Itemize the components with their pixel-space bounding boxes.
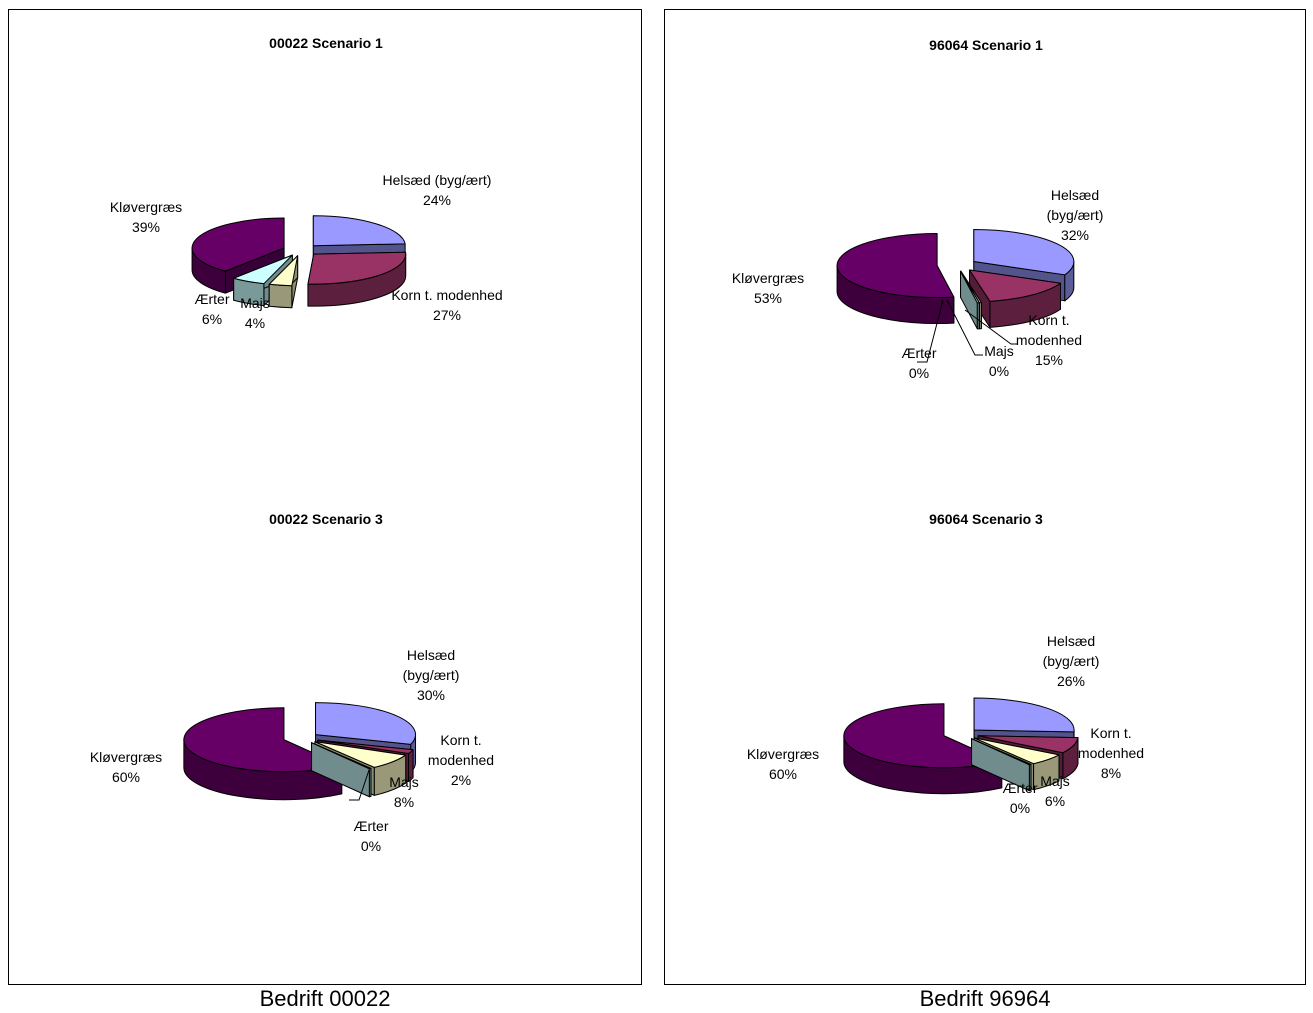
- pie-charts-svg-00022: 00022 Scenario 1 Helsæd (byg/ært) 24% Korn …: [90, 35, 503, 854]
- slice-label-majs: Majs 4%: [240, 295, 270, 331]
- slice-label-hels-d-byg-rt: Helsæd (byg/ært) 26%: [1043, 633, 1100, 689]
- pie-chart-00022-scenario-1: 00022 Scenario 1 Helsæd (byg/ært) 24% Korn …: [110, 35, 503, 331]
- slice-label-korn-t-modenhed: Korn t. modenhed 15%: [1016, 312, 1082, 368]
- slice-korn-t-modenhed: [968, 269, 1061, 328]
- slice-label-rter: Ærter 0%: [354, 818, 389, 854]
- slice-label-hels-d-byg-rt: Helsæd (byg/ært) 24%: [383, 172, 492, 208]
- pie-chart-96064-scenario-1: 96064 Scenario 1 Helsæd (byg/ært) 32% Korn t…: [732, 37, 1104, 381]
- chart-title: 00022 Scenario 3: [269, 511, 383, 527]
- leader-lines: [917, 299, 1017, 363]
- slice-label-korn-t-modenhed: Korn t. modenhed 2%: [428, 732, 494, 788]
- slice-label-kl-vergr-s: Kløvergræs 53%: [732, 270, 804, 306]
- slice-label-rter: Ærter 0%: [902, 345, 937, 381]
- slice-label-majs: Majs 6%: [1040, 773, 1070, 809]
- chart-title: 96064 Scenario 3: [929, 511, 1043, 527]
- slice-label-majs: Majs 8%: [389, 774, 419, 810]
- slice-majs: [268, 255, 299, 309]
- slice-label-kl-vergr-s: Kløvergræs 60%: [747, 746, 819, 782]
- slice-rter: [960, 270, 980, 330]
- caption-bedrift-96964: Bedrift 96964: [919, 986, 1051, 1011]
- slice-label-hels-d-byg-rt: Helsæd (byg/ært) 32%: [1047, 187, 1104, 243]
- slice-rter: [971, 738, 1032, 792]
- leader-lines: [349, 769, 370, 801]
- leader-line: [349, 769, 370, 801]
- leader-line: [946, 299, 983, 356]
- slice-label-majs: Majs 0%: [984, 343, 1014, 379]
- pie-chart-96064-scenario-3: 96064 Scenario 3 Helsæd (byg/ært) 26% Korn t…: [747, 511, 1144, 816]
- slice-label-hels-d-byg-rt: Helsæd (byg/ært) 30%: [403, 647, 460, 703]
- panel-bedrift-00022: 00022 Scenario 1 Helsæd (byg/ært) 24% Korn …: [8, 9, 642, 985]
- pie-chart-00022-scenario-3: 00022 Scenario 3 Helsæd (byg/ært) 30% Korn t…: [90, 511, 494, 854]
- pie-charts-svg-96964: 96064 Scenario 1 Helsæd (byg/ært) 32% Korn t…: [732, 37, 1144, 816]
- slice-korn-t-modenhed: [307, 251, 407, 307]
- slice-label-korn-t-modenhed: Korn t. modenhed 27%: [391, 287, 502, 323]
- chart-title: 96064 Scenario 1: [929, 37, 1043, 53]
- panel-bedrift-96964: 96064 Scenario 1 Helsæd (byg/ært) 32% Korn t…: [664, 9, 1306, 985]
- slice-label-kl-vergr-s: Kløvergræs 60%: [90, 749, 162, 785]
- slice-rter: [311, 742, 372, 798]
- slice-label-kl-vergr-s: Kløvergræs 39%: [110, 199, 182, 235]
- chart-title: 00022 Scenario 1: [269, 35, 383, 51]
- leader-line: [964, 309, 1017, 345]
- leader-line: [917, 299, 944, 363]
- slice-label-rter: Ærter 0%: [1003, 780, 1038, 816]
- slice-label-rter: Ærter 6%: [195, 291, 230, 327]
- slice-kl-vergr-s: [836, 233, 955, 325]
- caption-bedrift-00022: Bedrift 00022: [259, 986, 391, 1011]
- slice-label-korn-t-modenhed: Korn t. modenhed 8%: [1078, 725, 1144, 781]
